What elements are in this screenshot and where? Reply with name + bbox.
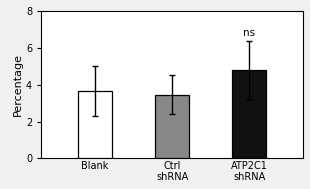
Bar bbox=[155, 95, 189, 159]
Text: ns: ns bbox=[243, 28, 255, 37]
Bar bbox=[232, 70, 267, 159]
Y-axis label: Percentage: Percentage bbox=[13, 53, 23, 116]
Bar bbox=[78, 91, 113, 159]
